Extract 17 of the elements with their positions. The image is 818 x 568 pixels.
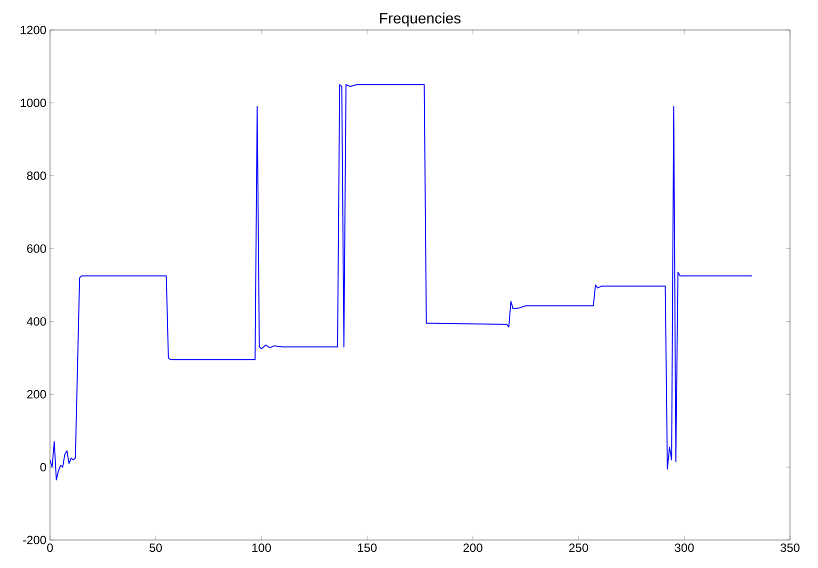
y-tick-label: 800 — [27, 171, 46, 180]
x-tick-label: 50 — [150, 544, 162, 552]
x-tick-label: 100 — [252, 544, 271, 552]
x-tick-label: 0 — [47, 544, 53, 552]
x-tick-label: 350 — [780, 544, 800, 552]
y-tick-label: 1200 — [20, 26, 46, 34]
chart-title: Frequencies — [380, 12, 461, 26]
y-tick-label: 400 — [26, 317, 46, 326]
y-tick-label: 0 — [40, 462, 46, 472]
y-tick-label: 600 — [27, 244, 46, 253]
x-tick-label: 150 — [358, 544, 377, 552]
x-tick-label: 250 — [569, 544, 588, 552]
y-tick-label: 1000 — [20, 98, 46, 108]
y-tick-label: -200 — [23, 536, 46, 544]
x-tick-label: 200 — [463, 544, 482, 552]
y-tick-label: 200 — [27, 390, 46, 399]
x-tick-label: 300 — [674, 544, 694, 552]
